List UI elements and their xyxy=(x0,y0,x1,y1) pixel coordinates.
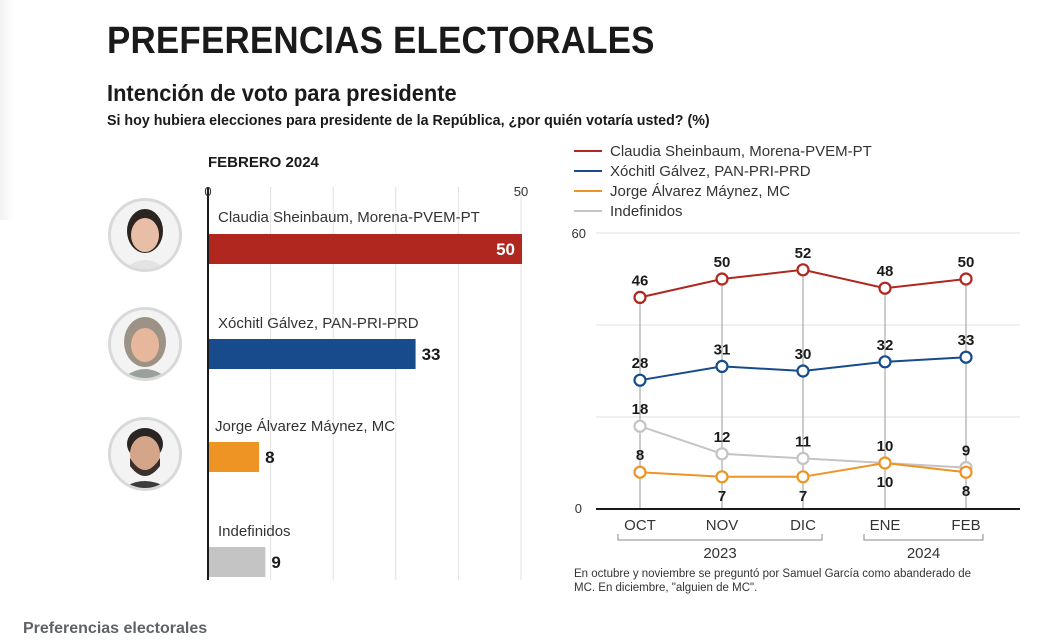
legend-item: Jorge Álvarez Máynez, MC xyxy=(574,183,790,200)
data-point xyxy=(796,451,810,465)
data-label: 46 xyxy=(632,272,649,289)
bar xyxy=(209,339,416,369)
year-bracket: 2024 xyxy=(863,534,984,562)
bar xyxy=(209,234,522,264)
legend-label: Jorge Álvarez Máynez, MC xyxy=(610,183,790,200)
data-point xyxy=(959,272,973,286)
bar-category-label: Xóchitl Gálvez, PAN-PRI-PRD xyxy=(218,315,419,332)
data-label: 31 xyxy=(714,341,731,358)
data-label: 50 xyxy=(714,254,731,271)
legend-label: Xóchitl Gálvez, PAN-PRI-PRD xyxy=(610,163,811,180)
data-point xyxy=(715,359,729,373)
legend-label: Claudia Sheinbaum, Morena-PVEM-PT xyxy=(610,143,872,160)
data-label: 10 xyxy=(877,474,894,491)
data-point xyxy=(715,272,729,286)
chart-subtitle: Intención de voto para presidente xyxy=(107,80,457,106)
bar-row: Jorge Álvarez Máynez, MC 8 xyxy=(209,418,395,472)
series-3: 18 12 11 10 9 xyxy=(632,401,973,475)
data-point xyxy=(959,350,973,364)
data-label: 8 xyxy=(636,447,644,464)
data-point xyxy=(715,447,729,461)
legend-item: Claudia Sheinbaum, Morena-PVEM-PT xyxy=(574,143,872,160)
bar-chart: 0 50 Claudia Sheinbaum, Morena-PVEM-PT 50… xyxy=(204,184,528,580)
bar-value-label: 8 xyxy=(265,448,274,467)
legend-item: Xóchitl Gálvez, PAN-PRI-PRD xyxy=(574,163,811,180)
data-label: 8 xyxy=(962,483,970,500)
galvez-photo xyxy=(108,307,182,381)
data-label: 11 xyxy=(795,433,811,450)
bar-tick-label: 50 xyxy=(514,184,528,199)
maynez-photo xyxy=(108,417,182,491)
bar-value-label: 33 xyxy=(422,345,441,364)
data-point xyxy=(878,281,892,295)
data-label: 18 xyxy=(632,401,649,418)
year-label: 2023 xyxy=(703,545,736,562)
page-title: PREFERENCIAS ELECTORALES xyxy=(107,20,655,62)
data-label: 52 xyxy=(795,245,812,262)
bar-value-label: 9 xyxy=(271,553,280,572)
bar-category-label: Jorge Álvarez Máynez, MC xyxy=(215,418,395,435)
page-edge-shadow xyxy=(0,0,14,220)
data-label: 12 xyxy=(714,429,731,446)
series-2: 8 7 7 10 8 xyxy=(633,447,973,505)
data-label: 28 xyxy=(632,355,649,372)
bar-row: Indefinidos 9 xyxy=(209,523,291,577)
data-label: 30 xyxy=(795,346,812,363)
bracket-line xyxy=(617,534,823,541)
legend-label: Indefinidos xyxy=(610,203,683,220)
x-tick-label: OCT xyxy=(624,517,656,534)
y-tick-label: 60 xyxy=(572,226,586,241)
data-point xyxy=(633,465,647,479)
data-label: 33 xyxy=(958,332,975,349)
data-point xyxy=(878,456,892,470)
data-label: 9 xyxy=(962,443,970,460)
data-label: 7 xyxy=(718,488,726,505)
data-point xyxy=(796,470,810,484)
data-label: 32 xyxy=(877,337,894,354)
x-tick-label: DIC xyxy=(790,517,816,534)
data-label: 50 xyxy=(958,254,975,271)
data-point xyxy=(715,470,729,484)
y-tick-label: 0 xyxy=(575,501,582,516)
year-label: 2024 xyxy=(907,545,940,562)
bar-tick-label: 0 xyxy=(204,184,211,199)
image-caption: Preferencias electorales xyxy=(23,620,208,637)
bar xyxy=(209,547,266,577)
series-1: 28 31 30 32 33 xyxy=(632,332,975,387)
data-point xyxy=(633,290,647,304)
x-tick-label: NOV xyxy=(706,517,739,534)
year-bracket: 2023 xyxy=(617,534,823,562)
footnote: En octubre y noviembre se preguntó por S… xyxy=(574,568,971,594)
line-chart: Claudia Sheinbaum, Morena-PVEM-PT Xóchitl… xyxy=(572,143,1020,562)
x-tick-label: ENE xyxy=(870,517,901,534)
data-point xyxy=(796,263,810,277)
bar xyxy=(209,442,260,472)
data-point xyxy=(633,419,647,433)
sheinbaum-photo xyxy=(108,198,182,272)
x-tick-label: FEB xyxy=(951,517,980,534)
data-label: 48 xyxy=(877,263,894,280)
data-point xyxy=(796,364,810,378)
bar-value-label: 50 xyxy=(496,240,515,259)
data-point xyxy=(959,465,973,479)
bar-category-label: Indefinidos xyxy=(218,523,291,540)
bar-chart-title: FEBRERO 2024 xyxy=(208,154,319,171)
series-0: 46 50 52 48 50 xyxy=(632,245,975,304)
data-label: 10 xyxy=(877,438,894,455)
bar-category-label: Claudia Sheinbaum, Morena-PVEM-PT xyxy=(218,209,480,226)
bar-row: Claudia Sheinbaum, Morena-PVEM-PT 50 xyxy=(209,209,522,264)
bracket-line xyxy=(863,534,984,541)
survey-question: Si hoy hubiera elecciones para president… xyxy=(107,112,710,129)
data-point xyxy=(633,373,647,387)
legend-item: Indefinidos xyxy=(574,203,683,220)
data-label: 7 xyxy=(799,488,807,505)
data-point xyxy=(878,355,892,369)
